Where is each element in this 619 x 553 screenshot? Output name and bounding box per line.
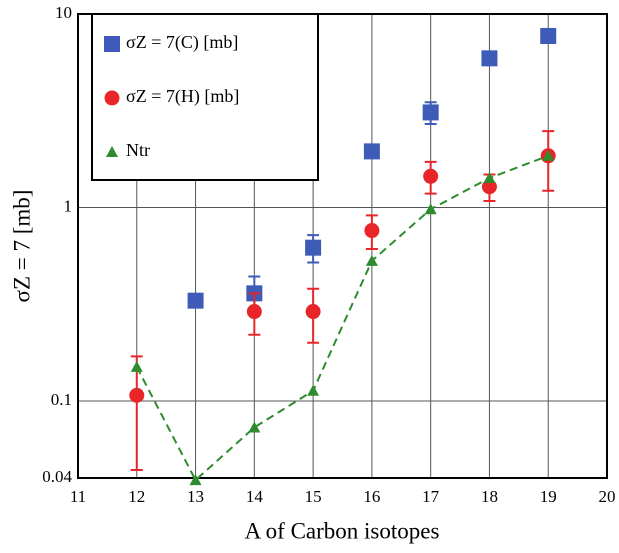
marker — [424, 203, 437, 215]
x-tick-label: 16 — [363, 487, 380, 506]
marker — [365, 254, 378, 266]
legend-label: σZ = 7(C) [mb] — [126, 32, 238, 53]
marker — [542, 149, 555, 161]
marker — [189, 474, 202, 486]
legend-label: σZ = 7(H) [mb] — [126, 86, 239, 107]
legend-box — [91, 13, 319, 181]
legend-marker — [104, 90, 120, 106]
x-tick-label: 11 — [70, 487, 86, 506]
y-tick-label: 0.1 — [51, 390, 72, 409]
x-tick-label: 20 — [599, 487, 616, 506]
marker — [423, 168, 439, 184]
marker — [483, 172, 496, 184]
marker — [130, 360, 143, 372]
marker — [481, 50, 498, 67]
marker — [305, 239, 322, 256]
x-tick-label: 18 — [481, 487, 498, 506]
marker — [307, 384, 320, 396]
marker — [246, 304, 262, 320]
plot-frame — [77, 13, 608, 479]
marker — [187, 292, 204, 309]
marker — [129, 387, 145, 403]
marker — [422, 104, 439, 121]
legend-label: Ntr — [126, 140, 150, 160]
y-tick-label: 1 — [64, 196, 73, 215]
x-tick-label: 17 — [422, 487, 440, 506]
x-tick-label: 13 — [187, 487, 204, 506]
marker — [248, 421, 261, 433]
marker — [364, 223, 380, 239]
marker — [540, 27, 557, 44]
x-tick-label: 19 — [540, 487, 557, 506]
y-axis-label: σZ = 7 [mb] — [9, 190, 34, 303]
x-axis-label: A of Carbon isotopes — [245, 518, 440, 543]
y-tick-label: 10 — [55, 3, 72, 22]
y-tick-label: 0.04 — [42, 467, 72, 486]
marker — [305, 304, 321, 320]
error-bar — [130, 355, 143, 471]
marker — [363, 143, 380, 160]
legend-marker — [106, 146, 118, 157]
x-tick-label: 15 — [305, 487, 322, 506]
x-tick-label: 12 — [128, 487, 145, 506]
x-tick-label: 14 — [246, 487, 264, 506]
series-line — [135, 154, 549, 482]
legend-marker — [104, 36, 120, 52]
